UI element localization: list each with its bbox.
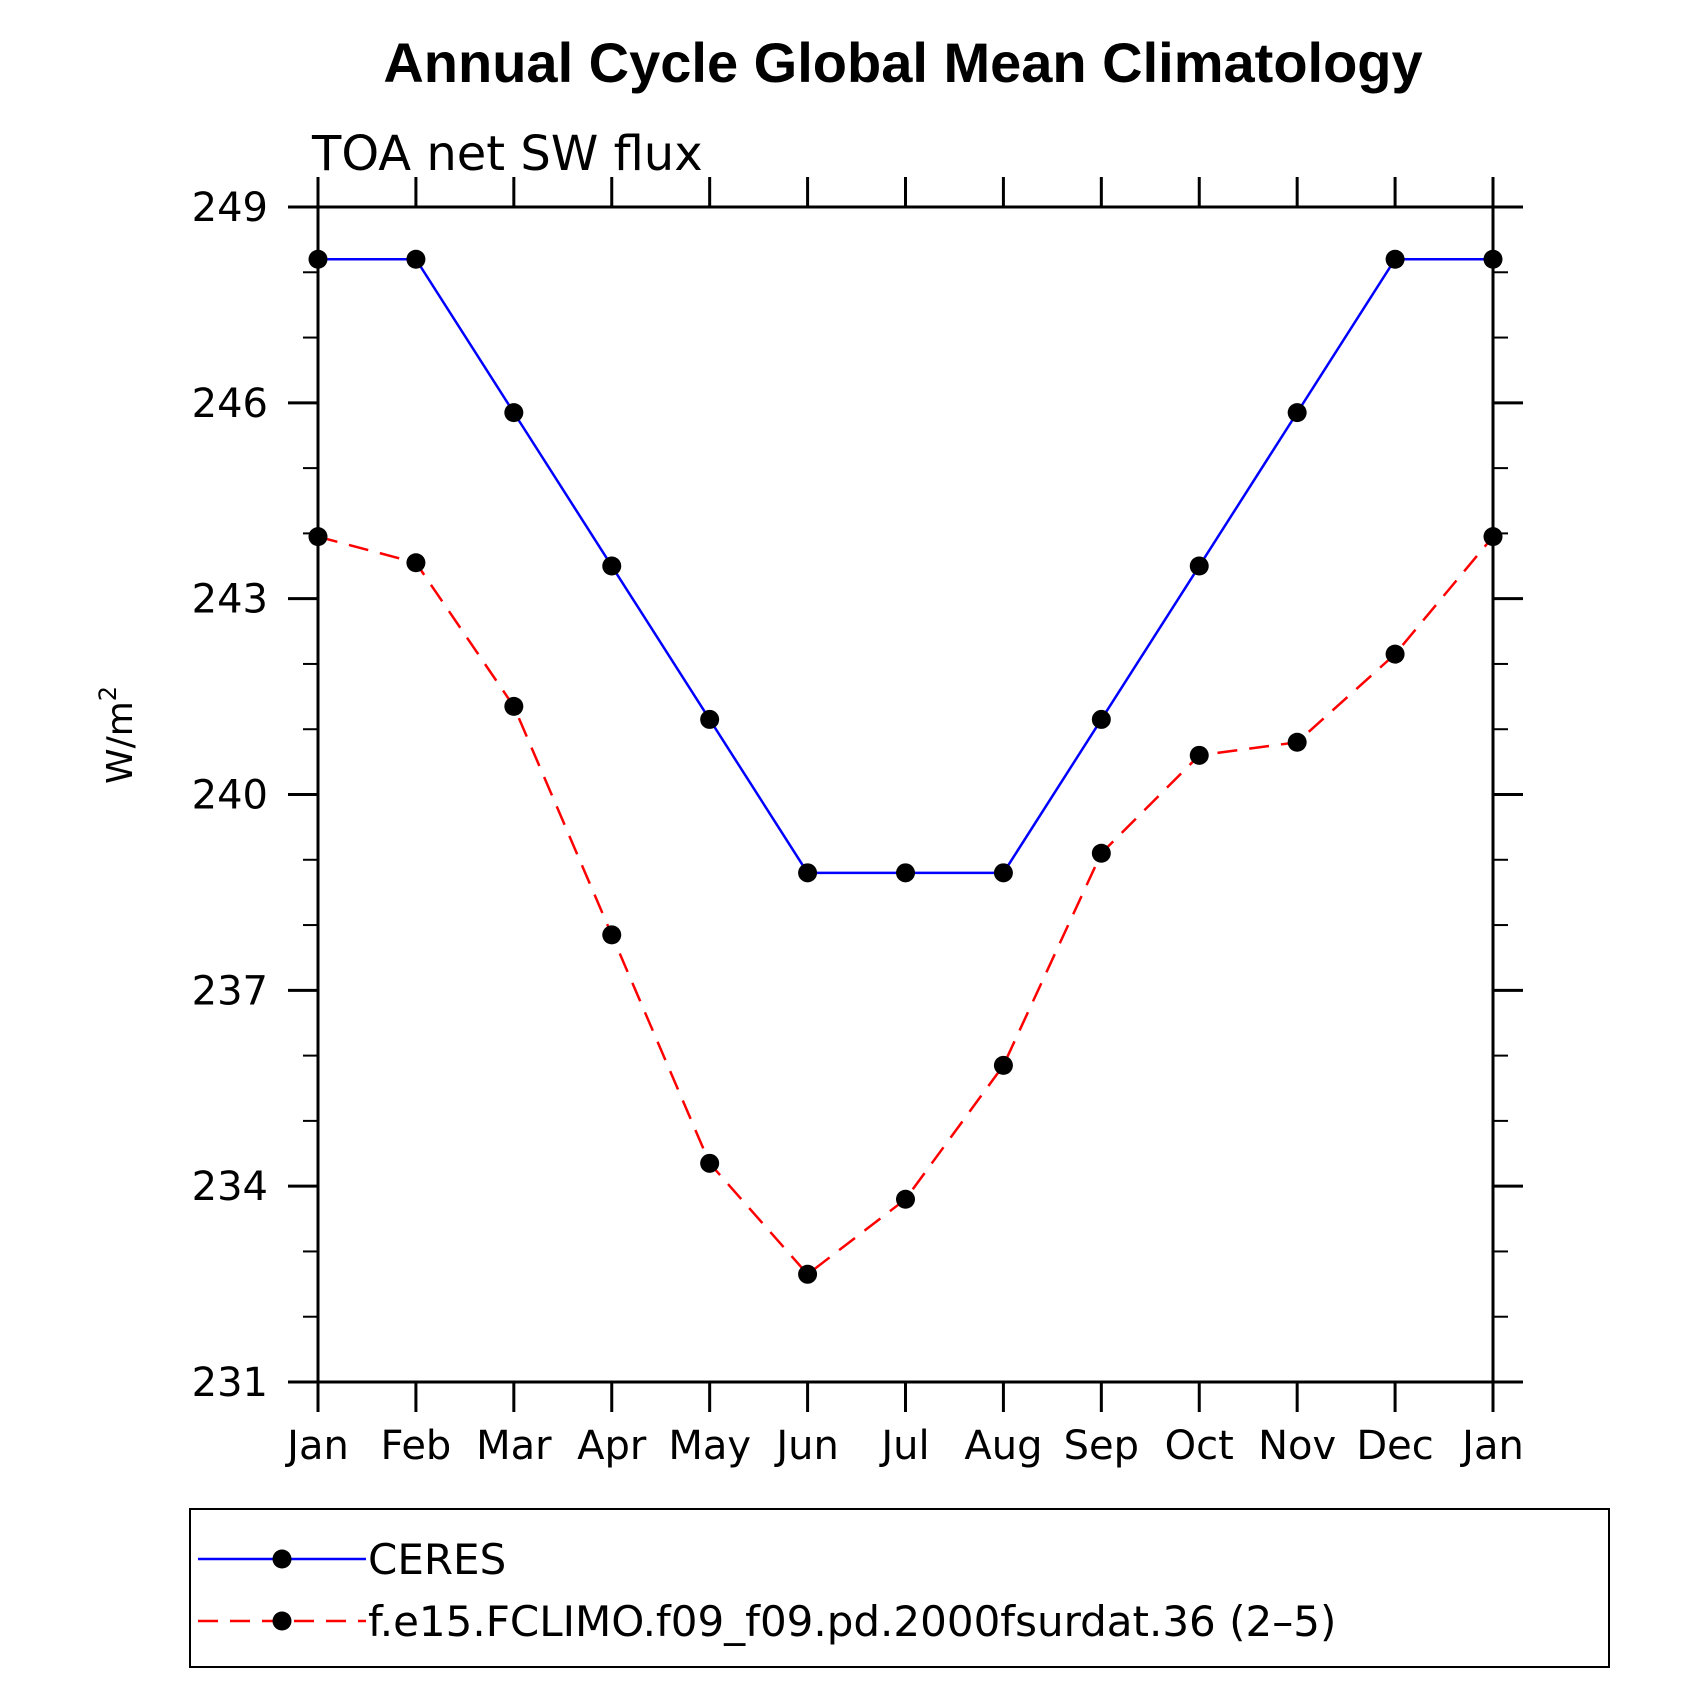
series-2-point — [798, 1264, 818, 1284]
x-tick-label: Aug — [964, 1423, 1042, 1469]
series-2-point — [700, 1153, 720, 1173]
series-2-point — [602, 925, 622, 945]
legend-entries: CERES f.e15.FCLIMO.f09_f09.pd.2000fsurdat… — [198, 1535, 1336, 1646]
x-tick-label: Feb — [381, 1423, 452, 1469]
x-tick-label: Oct — [1165, 1423, 1234, 1469]
legend-marker-1 — [272, 1549, 292, 1569]
series-1-point — [504, 403, 524, 423]
series-layer — [308, 249, 1503, 1284]
chart-title: Annual Cycle Global Mean Climatology — [383, 31, 1422, 94]
legend-marker-2 — [272, 1611, 292, 1631]
series-2-point — [1483, 527, 1503, 547]
axis-ticks — [288, 177, 1523, 1412]
y-tick-labels: 231 234 237 240 243 246 249 — [192, 185, 268, 1406]
series-1-point — [896, 863, 915, 883]
legend-box — [189, 1508, 1610, 1668]
y-tick-label: 231 — [192, 1360, 268, 1406]
y-axis-label: W/m2 — [94, 686, 141, 784]
legend: CERES f.e15.FCLIMO.f09_f09.pd.2000fsurdat… — [189, 1508, 1610, 1668]
series-1-point — [700, 709, 720, 729]
legend-label-2: f.e15.FCLIMO.f09_f09.pd.2000fsurdat.36 (… — [368, 1597, 1336, 1646]
series-2-point — [896, 1189, 915, 1209]
series-2-point — [406, 553, 426, 573]
series-2-point — [1385, 644, 1405, 664]
series-1-point — [993, 863, 1013, 883]
y-tick-label: 237 — [192, 968, 268, 1014]
y-axis-label-group: W/m2 — [94, 686, 141, 784]
series-2-point — [1189, 745, 1209, 765]
x-tick-labels: Jan Feb Mar Apr May Jun Jul Aug Sep Oct Nov Dec Jan — [284, 1423, 1524, 1469]
x-tick-label: Jul — [878, 1423, 929, 1469]
x-tick-label: Jun — [773, 1423, 839, 1469]
series-2-point — [1091, 843, 1111, 863]
series-2-point — [993, 1055, 1013, 1075]
x-tick-label: Dec — [1356, 1423, 1433, 1469]
x-tick-label: Jan — [284, 1423, 349, 1469]
x-tick-label: Jan — [1459, 1423, 1524, 1469]
series-2-point — [308, 527, 328, 547]
series-2-point — [504, 696, 524, 716]
y-tick-label: 243 — [192, 577, 268, 623]
series-1-point — [1287, 403, 1307, 423]
x-tick-label: Apr — [577, 1423, 647, 1469]
series-1-point — [1385, 249, 1405, 269]
series-1-point — [602, 556, 622, 576]
x-tick-label: Sep — [1064, 1423, 1139, 1469]
series-1-point — [798, 863, 818, 883]
series-1-point — [406, 249, 426, 269]
x-tick-label: Mar — [476, 1423, 552, 1469]
y-tick-label: 234 — [192, 1164, 268, 1210]
y-tick-label: 249 — [192, 185, 268, 231]
y-tick-label: 246 — [192, 381, 268, 427]
chart-subtitle: TOA net SW flux — [311, 126, 703, 182]
y-tick-label: 240 — [192, 773, 268, 819]
x-tick-label: Nov — [1258, 1423, 1336, 1469]
series-1-point — [1091, 709, 1111, 729]
series-1-point — [1483, 249, 1503, 269]
series-1-point — [1189, 556, 1209, 576]
y-axis-label-superscript: 2 — [94, 686, 122, 701]
series-1-point — [308, 249, 328, 269]
legend-label-1: CERES — [368, 1535, 506, 1584]
x-tick-label: May — [668, 1423, 751, 1469]
series-2-point — [1287, 732, 1307, 752]
